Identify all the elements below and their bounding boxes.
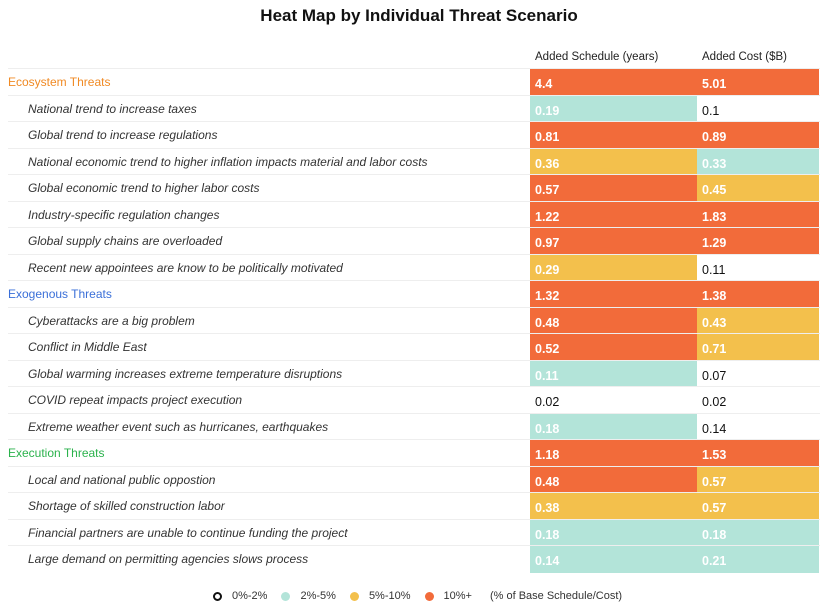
- table-row: Recent new appointees are know to be pol…: [8, 253, 820, 281]
- row-label: Conflict in Middle East: [28, 340, 147, 354]
- cost-cell: 1.83: [697, 201, 819, 228]
- row-label: Financial partners are unable to continu…: [28, 525, 348, 540]
- schedule-cell: 4.4: [530, 69, 697, 96]
- legend-dot-icon: [424, 591, 434, 601]
- table-row: Extreme weather event such as hurricanes…: [8, 412, 820, 440]
- schedule-cell: 0.57: [530, 175, 697, 202]
- category-label: Exogenous Threats: [8, 287, 112, 301]
- schedule-cell: 0.02: [530, 387, 697, 414]
- heatmap-rows: Ecosystem Threats 4.4 5.01 National trend t…: [8, 68, 820, 573]
- category-row: Ecosystem Threats 4.4 5.01: [8, 68, 820, 96]
- table-row: Global economic trend to higher labor co…: [8, 174, 820, 202]
- table-row: Large demand on permitting agencies slow…: [8, 545, 820, 573]
- cost-cell: 1.29: [697, 228, 819, 255]
- row-label: Global trend to increase regulations: [28, 128, 218, 142]
- row-label: Global supply chains are overloaded: [28, 234, 223, 248]
- legend-dot-icon: [281, 591, 291, 601]
- table-row: Global warming increases extreme tempera…: [8, 359, 820, 387]
- cost-cell: 0.45: [697, 175, 819, 202]
- table-row: Conflict in Middle East 0.52 0.71: [8, 333, 820, 361]
- legend-label: 10%+: [443, 590, 472, 602]
- legend-dot-icon: [213, 591, 222, 601]
- cost-cell: 0.11: [697, 254, 819, 281]
- table-row: Global trend to increase regulations 0.81…: [8, 121, 820, 149]
- schedule-cell: 1.22: [530, 201, 697, 228]
- legend: 0%-2% 2%-5% 5%-10% 10%+ (% of Base Schedule/…: [213, 590, 622, 602]
- schedule-cell: 0.38: [530, 493, 697, 520]
- cost-cell: 0.1: [697, 95, 819, 122]
- legend-label: 0%-2%: [232, 590, 268, 602]
- schedule-cell: 1.32: [530, 281, 697, 308]
- cost-cell: 1.53: [697, 440, 819, 467]
- cost-cell: 0.57: [697, 493, 819, 520]
- cost-cell: 0.57: [697, 466, 819, 493]
- chart-title: Heat Map by Individual Threat Scenario: [260, 6, 578, 25]
- legend-entry: 2%-5%: [281, 590, 336, 602]
- row-label: Shortage of skilled construction labor: [28, 499, 225, 513]
- schedule-cell: 0.19: [530, 95, 697, 122]
- legend-label: 5%-10%: [368, 590, 411, 602]
- category-row: Exogenous Threats 1.32 1.38: [8, 280, 820, 308]
- table-row: Industry-specific regulation changes 1.22…: [8, 200, 820, 228]
- cost-cell: 5.01: [697, 69, 819, 96]
- schedule-cell: 0.18: [530, 519, 697, 546]
- schedule-cell: 0.14: [530, 546, 697, 573]
- cost-cell: 0.02: [697, 387, 819, 414]
- cost-cell: 0.14: [697, 413, 819, 440]
- row-label: Global economic trend to higher labor co…: [28, 181, 260, 195]
- category-label: Ecosystem Threats: [8, 75, 111, 89]
- column-header-schedule: Added Schedule (years): [535, 51, 659, 63]
- legend-label: 2%-5%: [300, 590, 336, 602]
- category-label: Execution Threats: [8, 446, 105, 460]
- row-label: Extreme weather event such as hurricanes…: [28, 419, 329, 434]
- schedule-cell: 0.36: [530, 148, 697, 175]
- legend-note: (% of Base Schedule/Cost): [489, 590, 623, 602]
- cost-cell: 0.89: [697, 122, 819, 149]
- table-row: Local and national public oppostion 0.48 0…: [8, 465, 820, 493]
- schedule-cell: 0.11: [530, 360, 697, 387]
- row-label: Cyberattacks are a big problem: [28, 313, 195, 328]
- row-label: Recent new appointees are know to be pol…: [28, 260, 343, 275]
- cost-cell: 0.33: [697, 148, 819, 175]
- row-label: Industry-specific regulation changes: [28, 207, 220, 222]
- table-row: Cyberattacks are a big problem 0.48 0.43: [8, 306, 820, 334]
- table-row: National economic trend to higher inflat…: [8, 147, 820, 175]
- schedule-cell: 0.48: [530, 466, 697, 493]
- row-label: Local and national public oppostion: [28, 472, 216, 487]
- row-label: Large demand on permitting agencies slow…: [28, 552, 309, 566]
- column-header-cost: Added Cost ($B): [702, 51, 788, 63]
- row-label: COVID repeat impacts project execution: [28, 393, 243, 407]
- cost-cell: 0.18: [697, 519, 819, 546]
- schedule-cell: 0.18: [530, 413, 697, 440]
- cost-cell: 0.71: [697, 334, 819, 361]
- schedule-cell: 0.29: [530, 254, 697, 281]
- table-row: Shortage of skilled construction labor 0.…: [8, 492, 820, 520]
- table-row: Global supply chains are overloaded 0.97 1…: [8, 227, 820, 255]
- schedule-cell: 0.52: [530, 334, 697, 361]
- legend-entry: 5%-10%: [349, 590, 411, 602]
- schedule-cell: 0.97: [530, 228, 697, 255]
- schedule-cell: 1.18: [530, 440, 697, 467]
- row-label: National economic trend to higher inflat…: [28, 154, 428, 169]
- cost-cell: 0.43: [697, 307, 819, 334]
- row-label: National trend to increase taxes: [28, 101, 197, 116]
- category-row: Execution Threats 1.18 1.53: [8, 439, 820, 467]
- legend-entry: 10%+: [424, 590, 472, 602]
- table-row: Financial partners are unable to continu…: [8, 518, 820, 546]
- table-row: COVID repeat impacts project execution 0.…: [8, 386, 820, 414]
- legend-dot-icon: [349, 591, 359, 601]
- cost-cell: 1.38: [697, 281, 819, 308]
- schedule-cell: 0.81: [530, 122, 697, 149]
- cost-cell: 0.07: [697, 360, 819, 387]
- schedule-cell: 0.48: [530, 307, 697, 334]
- table-row: National trend to increase taxes 0.19 0.1: [8, 94, 820, 122]
- row-label: Global warming increases extreme tempera…: [28, 366, 343, 381]
- legend-entry: 0%-2%: [213, 590, 267, 602]
- cost-cell: 0.21: [697, 546, 819, 573]
